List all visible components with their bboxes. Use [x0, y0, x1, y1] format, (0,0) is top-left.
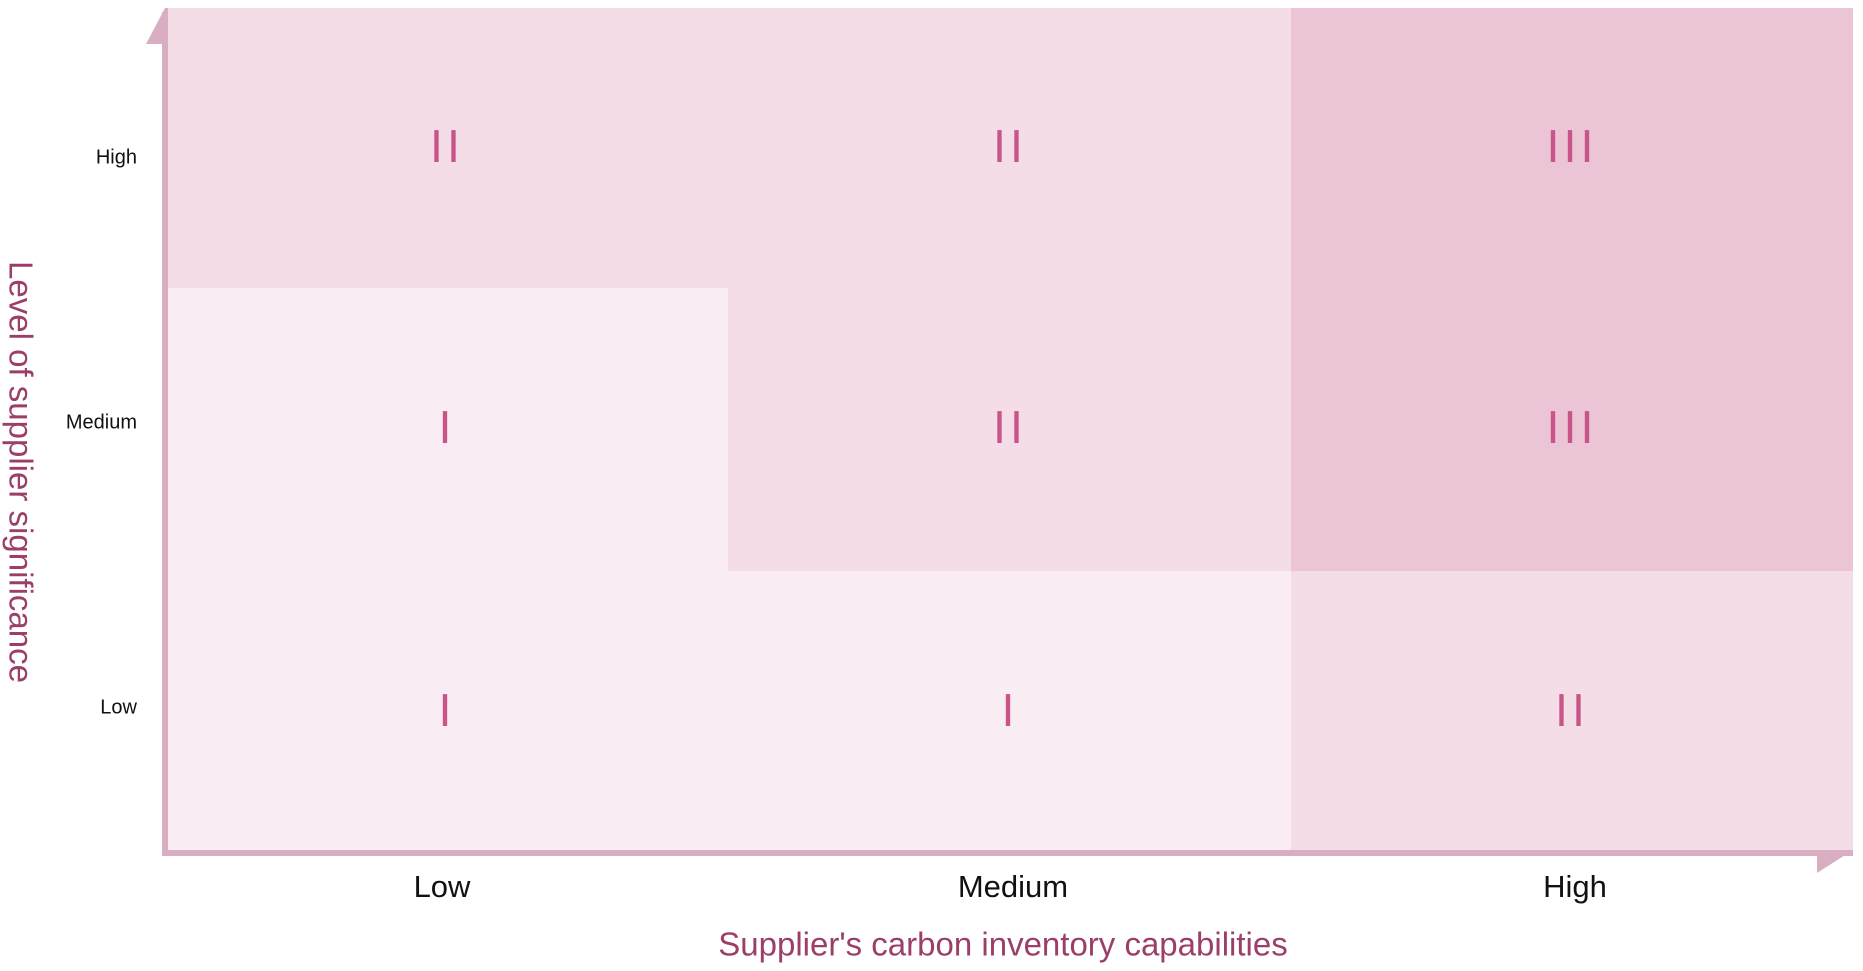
cell-label: I [1002, 686, 1019, 737]
cell [167, 8, 728, 288]
cell [1291, 288, 1853, 571]
row-label: Medium [66, 411, 137, 433]
column-label: High [1543, 869, 1607, 904]
cell [728, 8, 1291, 288]
cells [167, 8, 1853, 851]
x-axis-title: Supplier's carbon inventory capabilities [718, 926, 1287, 963]
cell-label: III [1547, 122, 1598, 173]
x-axis-arrow [1817, 850, 1853, 873]
cell-label: I [439, 403, 456, 454]
numerals: II II III I II III I I II [430, 122, 1598, 737]
cell-label: II [993, 122, 1027, 173]
cell [728, 571, 1291, 851]
column-label: Low [414, 869, 471, 904]
y-axis-title: Level of supplier significance [2, 261, 39, 683]
cell [1291, 8, 1853, 288]
cell-label: III [1547, 403, 1598, 454]
column-label: Medium [958, 869, 1068, 904]
row-label: Low [100, 696, 137, 718]
cell [728, 288, 1291, 571]
cell [167, 571, 728, 851]
cell-label: I [439, 686, 456, 737]
row-label: High [96, 146, 137, 168]
y-axis-arrow [146, 8, 168, 44]
cell [167, 288, 728, 571]
cell-label: II [1555, 686, 1589, 737]
cell [1291, 571, 1853, 851]
cell-label: II [430, 122, 464, 173]
cell-label: II [993, 403, 1027, 454]
